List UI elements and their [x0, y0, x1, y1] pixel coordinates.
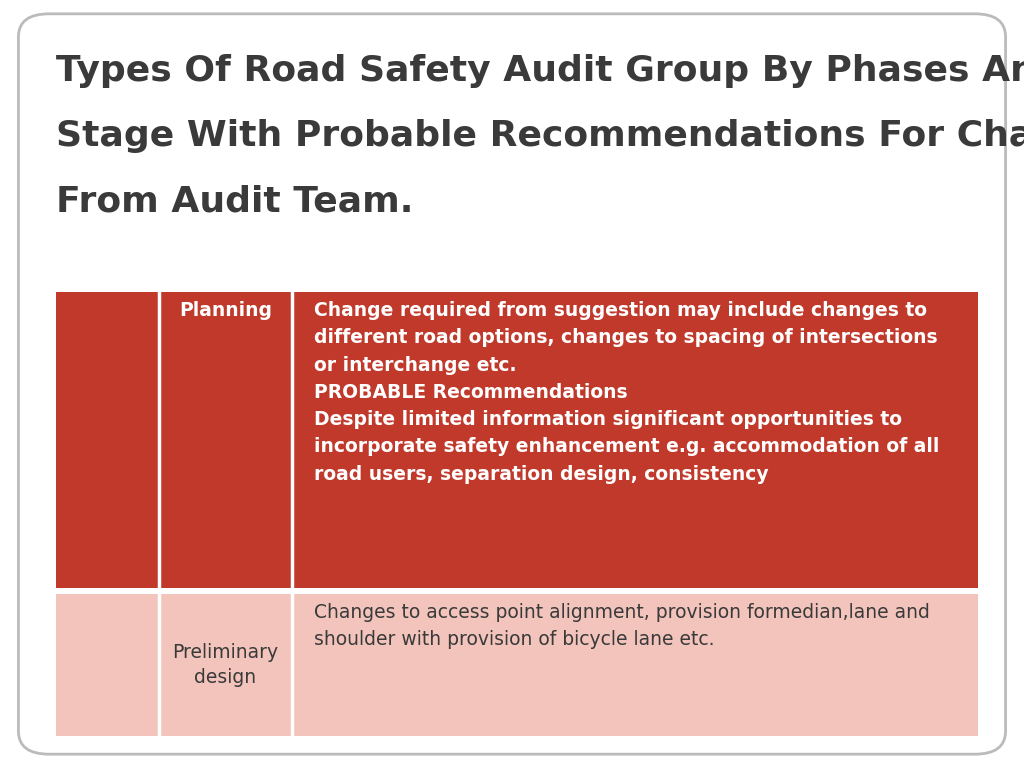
Text: Preliminary
design: Preliminary design: [172, 643, 279, 687]
Bar: [56, 594, 159, 736]
Bar: [159, 594, 292, 736]
Bar: [159, 292, 292, 588]
Text: Stage With Probable Recommendations For Changes: Stage With Probable Recommendations For …: [56, 119, 1024, 153]
Bar: [56, 292, 159, 588]
Text: Planning: Planning: [179, 301, 271, 320]
Text: Changes to access point alignment, provision formedian,lane and
shoulder with pr: Changes to access point alignment, provi…: [314, 603, 930, 649]
Text: Change required from suggestion may include changes to
different road options, c: Change required from suggestion may incl…: [314, 301, 940, 484]
Bar: [292, 594, 978, 736]
FancyBboxPatch shape: [18, 14, 1006, 754]
Text: Types Of Road Safety Audit Group By Phases And: Types Of Road Safety Audit Group By Phas…: [56, 54, 1024, 88]
Bar: [292, 292, 978, 588]
Text: From Audit Team.: From Audit Team.: [56, 184, 414, 218]
